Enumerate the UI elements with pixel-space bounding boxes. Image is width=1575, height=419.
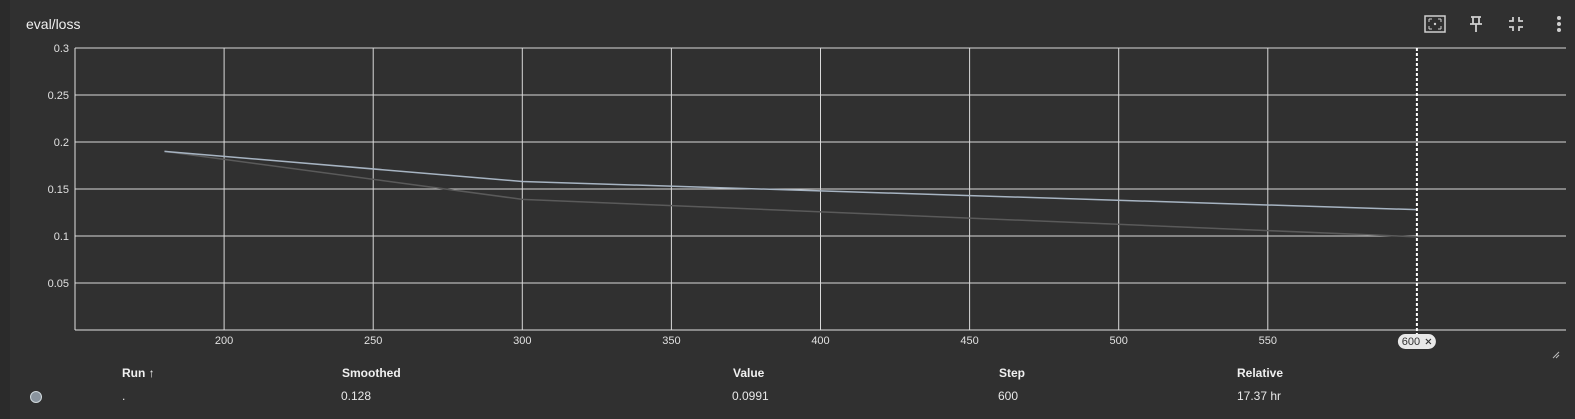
close-icon[interactable] [1425, 338, 1432, 345]
step-chip-background [1397, 334, 1436, 349]
resize-handle-icon [1552, 351, 1560, 359]
y-tick-label: 0.3 [54, 43, 69, 55]
y-tick-label: 0.15 [48, 184, 69, 196]
x-tick-label: 550 [1259, 335, 1277, 347]
run-color-swatch [30, 391, 42, 403]
step-chip-label: 600 [1402, 336, 1420, 348]
x-tick-label: 450 [960, 335, 978, 347]
header-value[interactable]: Value [733, 366, 765, 380]
header-step[interactable]: Step [999, 366, 1026, 380]
step-cursor-chip[interactable]: 600 [1397, 334, 1436, 349]
fit-domain-icon[interactable] [1423, 12, 1447, 36]
scalar-card: eval/loss 200 250 300 350 [10, 0, 1575, 419]
table-header: Run ↑ Smoothed Value Step Relative [10, 366, 1575, 382]
raw-series-line [164, 150, 1417, 238]
cell-run: . [122, 389, 126, 403]
x-tick-label: 200 [215, 335, 233, 347]
table-row: . 0.128 0.0991 600 17.37 hr [10, 389, 1575, 405]
x-tick-label: 300 [513, 335, 531, 347]
smoothed-series-line [164, 150, 1417, 211]
header-run[interactable]: Run ↑ [122, 366, 155, 380]
more-vert-icon[interactable] [1547, 12, 1571, 36]
cell-smoothed: 0.128 [341, 389, 372, 403]
cell-value: 0.0991 [732, 389, 769, 403]
cell-step: 600 [998, 389, 1019, 403]
x-tick-label: 500 [1110, 335, 1128, 347]
x-tick-label: 400 [811, 335, 829, 347]
y-tick-label: 0.2 [54, 137, 69, 149]
header-relative[interactable]: Relative [1237, 366, 1284, 380]
y-tick-label: 0.25 [48, 90, 69, 102]
pin-icon[interactable] [1464, 12, 1488, 36]
y-tick-label: 0.1 [54, 231, 69, 243]
y-tick-label: 0.05 [48, 278, 69, 290]
x-tick-label: 350 [662, 335, 680, 347]
collapse-icon[interactable] [1504, 12, 1528, 36]
cell-relative: 17.37 hr [1237, 389, 1282, 403]
x-tick-label: 250 [364, 335, 382, 347]
line-chart[interactable]: 200 250 300 350 400 450 500 550 0.3 0.25 0.2 0.15 0.… [10, 0, 1575, 360]
header-smoothed[interactable]: Smoothed [342, 366, 401, 380]
card-title: eval/loss [26, 16, 81, 32]
